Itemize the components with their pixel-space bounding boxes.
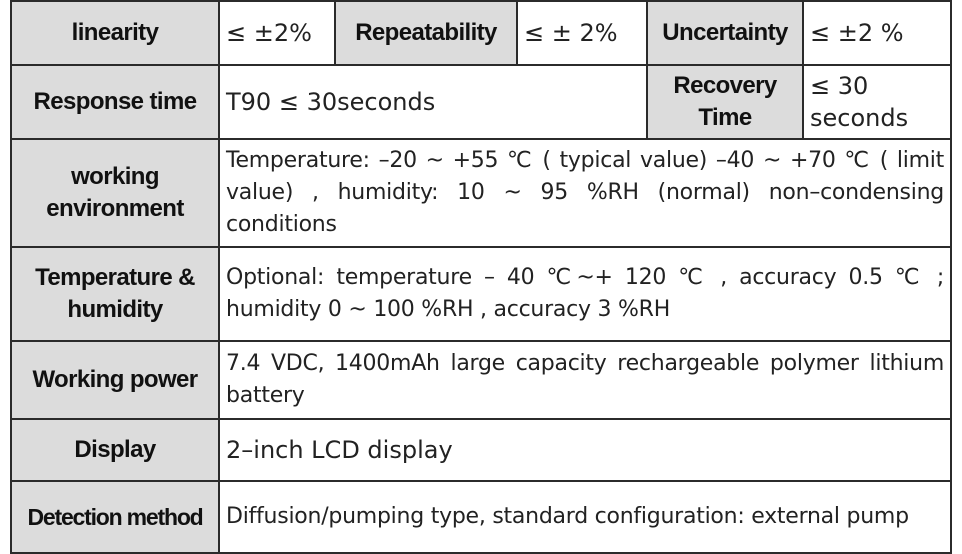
working-environment-label-line1: working bbox=[71, 163, 159, 190]
repeatability-label: Repeatability bbox=[334, 0, 518, 66]
working-power-value: 7.4 VDC, 1400mAh large capacity recharge… bbox=[218, 340, 952, 420]
working-power-label: Working power bbox=[10, 340, 220, 420]
spec-table: linearity ≤ ±2% Repeatability ≤ ± 2% Unc… bbox=[10, 0, 952, 554]
table-row: Working power 7.4 VDC, 1400mAh large cap… bbox=[10, 340, 952, 420]
recovery-time-label-line1: Recovery bbox=[673, 72, 777, 99]
working-environment-value: Temperature: –20 ~ +55 ℃ ( typical value… bbox=[218, 138, 952, 248]
working-environment-label-line2: environment bbox=[46, 195, 184, 222]
detection-method-label: Detection method bbox=[10, 480, 220, 554]
detection-method-value: Diffusion/pumping type, standard configu… bbox=[218, 480, 952, 554]
uncertainty-value: ≤ ±2 % bbox=[802, 0, 952, 66]
display-label: Display bbox=[10, 418, 220, 482]
temperature-humidity-label-line2: humidity bbox=[67, 296, 163, 323]
recovery-time-value-line1: ≤ 30 bbox=[810, 72, 869, 100]
recovery-time-label-line2: Time bbox=[698, 104, 752, 131]
recovery-time-value-line2: seconds bbox=[810, 104, 909, 132]
response-time-label: Response time bbox=[10, 64, 220, 140]
table-row: working environment Temperature: –20 ~ +… bbox=[10, 138, 952, 248]
repeatability-value: ≤ ± 2% bbox=[516, 0, 648, 66]
linearity-value: ≤ ±2% bbox=[218, 0, 336, 66]
temperature-humidity-label-line1: Temperature & bbox=[35, 264, 195, 291]
table-row: Detection method Diffusion/pumping type,… bbox=[10, 480, 952, 554]
working-environment-label: working environment bbox=[10, 138, 220, 248]
response-time-value: T90 ≤ 30seconds bbox=[218, 64, 648, 140]
temperature-humidity-value: Optional: temperature – 40 ℃~+ 120 ℃ , a… bbox=[218, 246, 952, 342]
display-value: 2–inch LCD display bbox=[218, 418, 952, 482]
table-row: Response time T90 ≤ 30seconds Recovery T… bbox=[10, 64, 952, 140]
table-row: Temperature & humidity Optional: tempera… bbox=[10, 246, 952, 342]
temperature-humidity-label: Temperature & humidity bbox=[10, 246, 220, 342]
linearity-label: linearity bbox=[10, 0, 220, 66]
table-row: linearity ≤ ±2% Repeatability ≤ ± 2% Unc… bbox=[10, 0, 952, 66]
table-row: Display 2–inch LCD display bbox=[10, 418, 952, 482]
uncertainty-label: Uncertainty bbox=[646, 0, 804, 66]
recovery-time-value: ≤ 30 seconds bbox=[802, 64, 952, 140]
recovery-time-label: Recovery Time bbox=[646, 64, 804, 140]
